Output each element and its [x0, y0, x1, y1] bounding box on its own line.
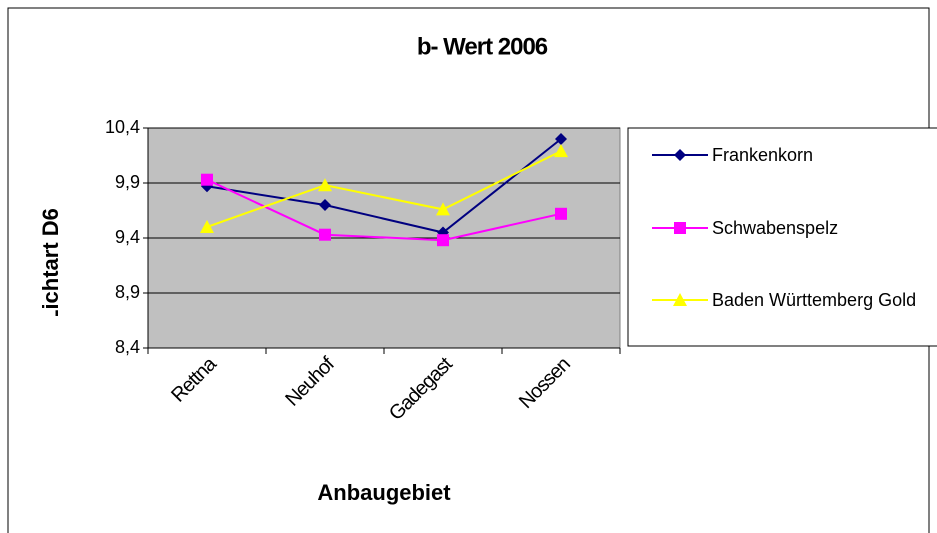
series-line [206, 178, 562, 242]
marker [673, 293, 687, 306]
marker [555, 133, 567, 145]
marker [674, 149, 686, 161]
legend-box [627, 127, 937, 347]
legend-label: Schwabenspelz [712, 218, 839, 238]
legend-item: Schwabenspelz [712, 218, 839, 238]
legend-label: Frankenkorn [712, 145, 814, 165]
legend-item: Frankenkorn [712, 145, 814, 165]
marker [674, 222, 686, 234]
marker [318, 178, 332, 192]
series-line [206, 138, 562, 234]
marker [555, 207, 567, 220]
marker [200, 220, 214, 233]
marker [319, 228, 331, 241]
y-tick-label: 8,9 [115, 282, 140, 302]
marker [437, 234, 449, 247]
y-tick-label: 9,4 [115, 227, 140, 247]
marker [319, 199, 331, 211]
chart-title: b- Wert 2006 [417, 33, 548, 60]
legend-label: Baden Württemberg Gold [712, 290, 917, 310]
y-axis-title: Lichtart D6 [38, 208, 63, 323]
y-tick-label: 9,9 [115, 172, 140, 192]
marker [201, 173, 213, 186]
marker [554, 144, 568, 158]
y-tick-label: 8,4 [115, 337, 140, 357]
legend-item: Baden Württemberg Gold [712, 290, 917, 310]
series-line [206, 150, 562, 228]
y-tick-label: 10,4 [105, 117, 140, 137]
x-axis-title: Anbaugebiet [317, 480, 451, 505]
marker [436, 202, 450, 216]
